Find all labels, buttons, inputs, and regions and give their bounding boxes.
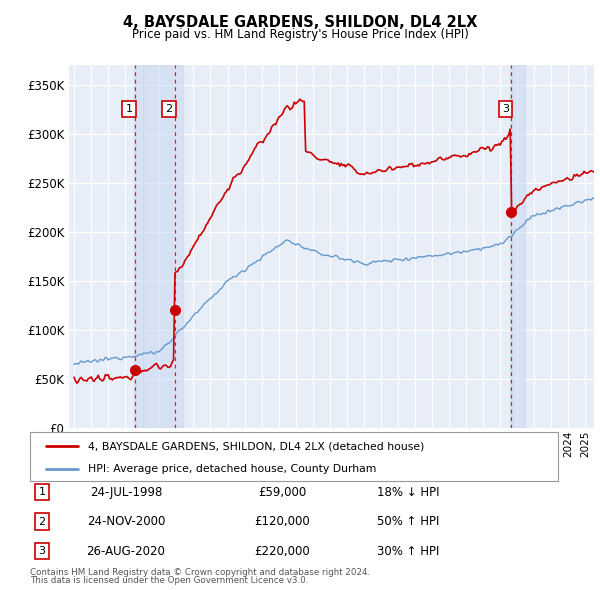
- Text: £120,000: £120,000: [254, 515, 310, 528]
- Text: 50% ↑ HPI: 50% ↑ HPI: [377, 515, 439, 528]
- FancyBboxPatch shape: [30, 432, 558, 481]
- Text: This data is licensed under the Open Government Licence v3.0.: This data is licensed under the Open Gov…: [30, 576, 308, 585]
- Text: £220,000: £220,000: [254, 545, 310, 558]
- Bar: [509, 65, 525, 428]
- Text: Contains HM Land Registry data © Crown copyright and database right 2024.: Contains HM Land Registry data © Crown c…: [30, 568, 370, 577]
- Text: 3: 3: [502, 104, 509, 114]
- Text: 24-NOV-2000: 24-NOV-2000: [87, 515, 165, 528]
- Text: 30% ↑ HPI: 30% ↑ HPI: [377, 545, 439, 558]
- Text: 4, BAYSDALE GARDENS, SHILDON, DL4 2LX: 4, BAYSDALE GARDENS, SHILDON, DL4 2LX: [123, 15, 477, 30]
- Bar: [134, 65, 143, 428]
- Text: 24-JUL-1998: 24-JUL-1998: [90, 486, 162, 499]
- Text: 26-AUG-2020: 26-AUG-2020: [86, 545, 166, 558]
- Text: HPI: Average price, detached house, County Durham: HPI: Average price, detached house, Coun…: [88, 464, 376, 474]
- Text: Price paid vs. HM Land Registry's House Price Index (HPI): Price paid vs. HM Land Registry's House …: [131, 28, 469, 41]
- Text: 2: 2: [38, 517, 46, 526]
- Text: £59,000: £59,000: [258, 486, 306, 499]
- Text: 4, BAYSDALE GARDENS, SHILDON, DL4 2LX (detached house): 4, BAYSDALE GARDENS, SHILDON, DL4 2LX (d…: [88, 441, 424, 451]
- Bar: [143, 65, 183, 428]
- Text: 18% ↓ HPI: 18% ↓ HPI: [377, 486, 439, 499]
- Text: 2: 2: [165, 104, 172, 114]
- Text: 1: 1: [125, 104, 133, 114]
- Text: 1: 1: [38, 487, 46, 497]
- Text: 3: 3: [38, 546, 46, 556]
